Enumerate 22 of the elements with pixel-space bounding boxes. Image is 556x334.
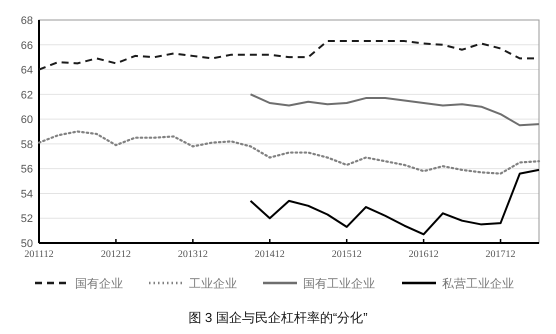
- y-tick-label: 52: [20, 213, 33, 226]
- legend-label: 私营工业企业: [442, 276, 514, 290]
- x-tick-label: 201312: [178, 249, 208, 260]
- y-tick-label: 56: [20, 164, 33, 176]
- y-tick-label: 68: [20, 15, 33, 27]
- x-tick-label: 201712: [486, 249, 516, 260]
- x-tick-label: 201512: [332, 249, 362, 260]
- y-tick-label: 62: [20, 89, 33, 102]
- x-tick-label: 201612: [408, 249, 439, 260]
- y-tick-label: 58: [20, 138, 33, 151]
- x-tick-label: 201412: [254, 249, 285, 260]
- legend-label: 国有企业: [75, 276, 123, 290]
- y-tick-label: 60: [20, 114, 33, 126]
- text: 图 3 国企与民企杠杆率的“分化”: [188, 310, 368, 325]
- y-tick-label: 64: [20, 64, 33, 77]
- legend-label: 国有工业企业: [303, 276, 375, 290]
- x-tick-label: 201212: [100, 249, 131, 260]
- y-tick-label: 50: [20, 238, 33, 250]
- y-tick-label: 66: [20, 40, 33, 52]
- y-tick-label: 54: [20, 188, 33, 200]
- x-tick-label: 201112: [24, 249, 54, 260]
- legend-label: 工业企业: [189, 276, 237, 290]
